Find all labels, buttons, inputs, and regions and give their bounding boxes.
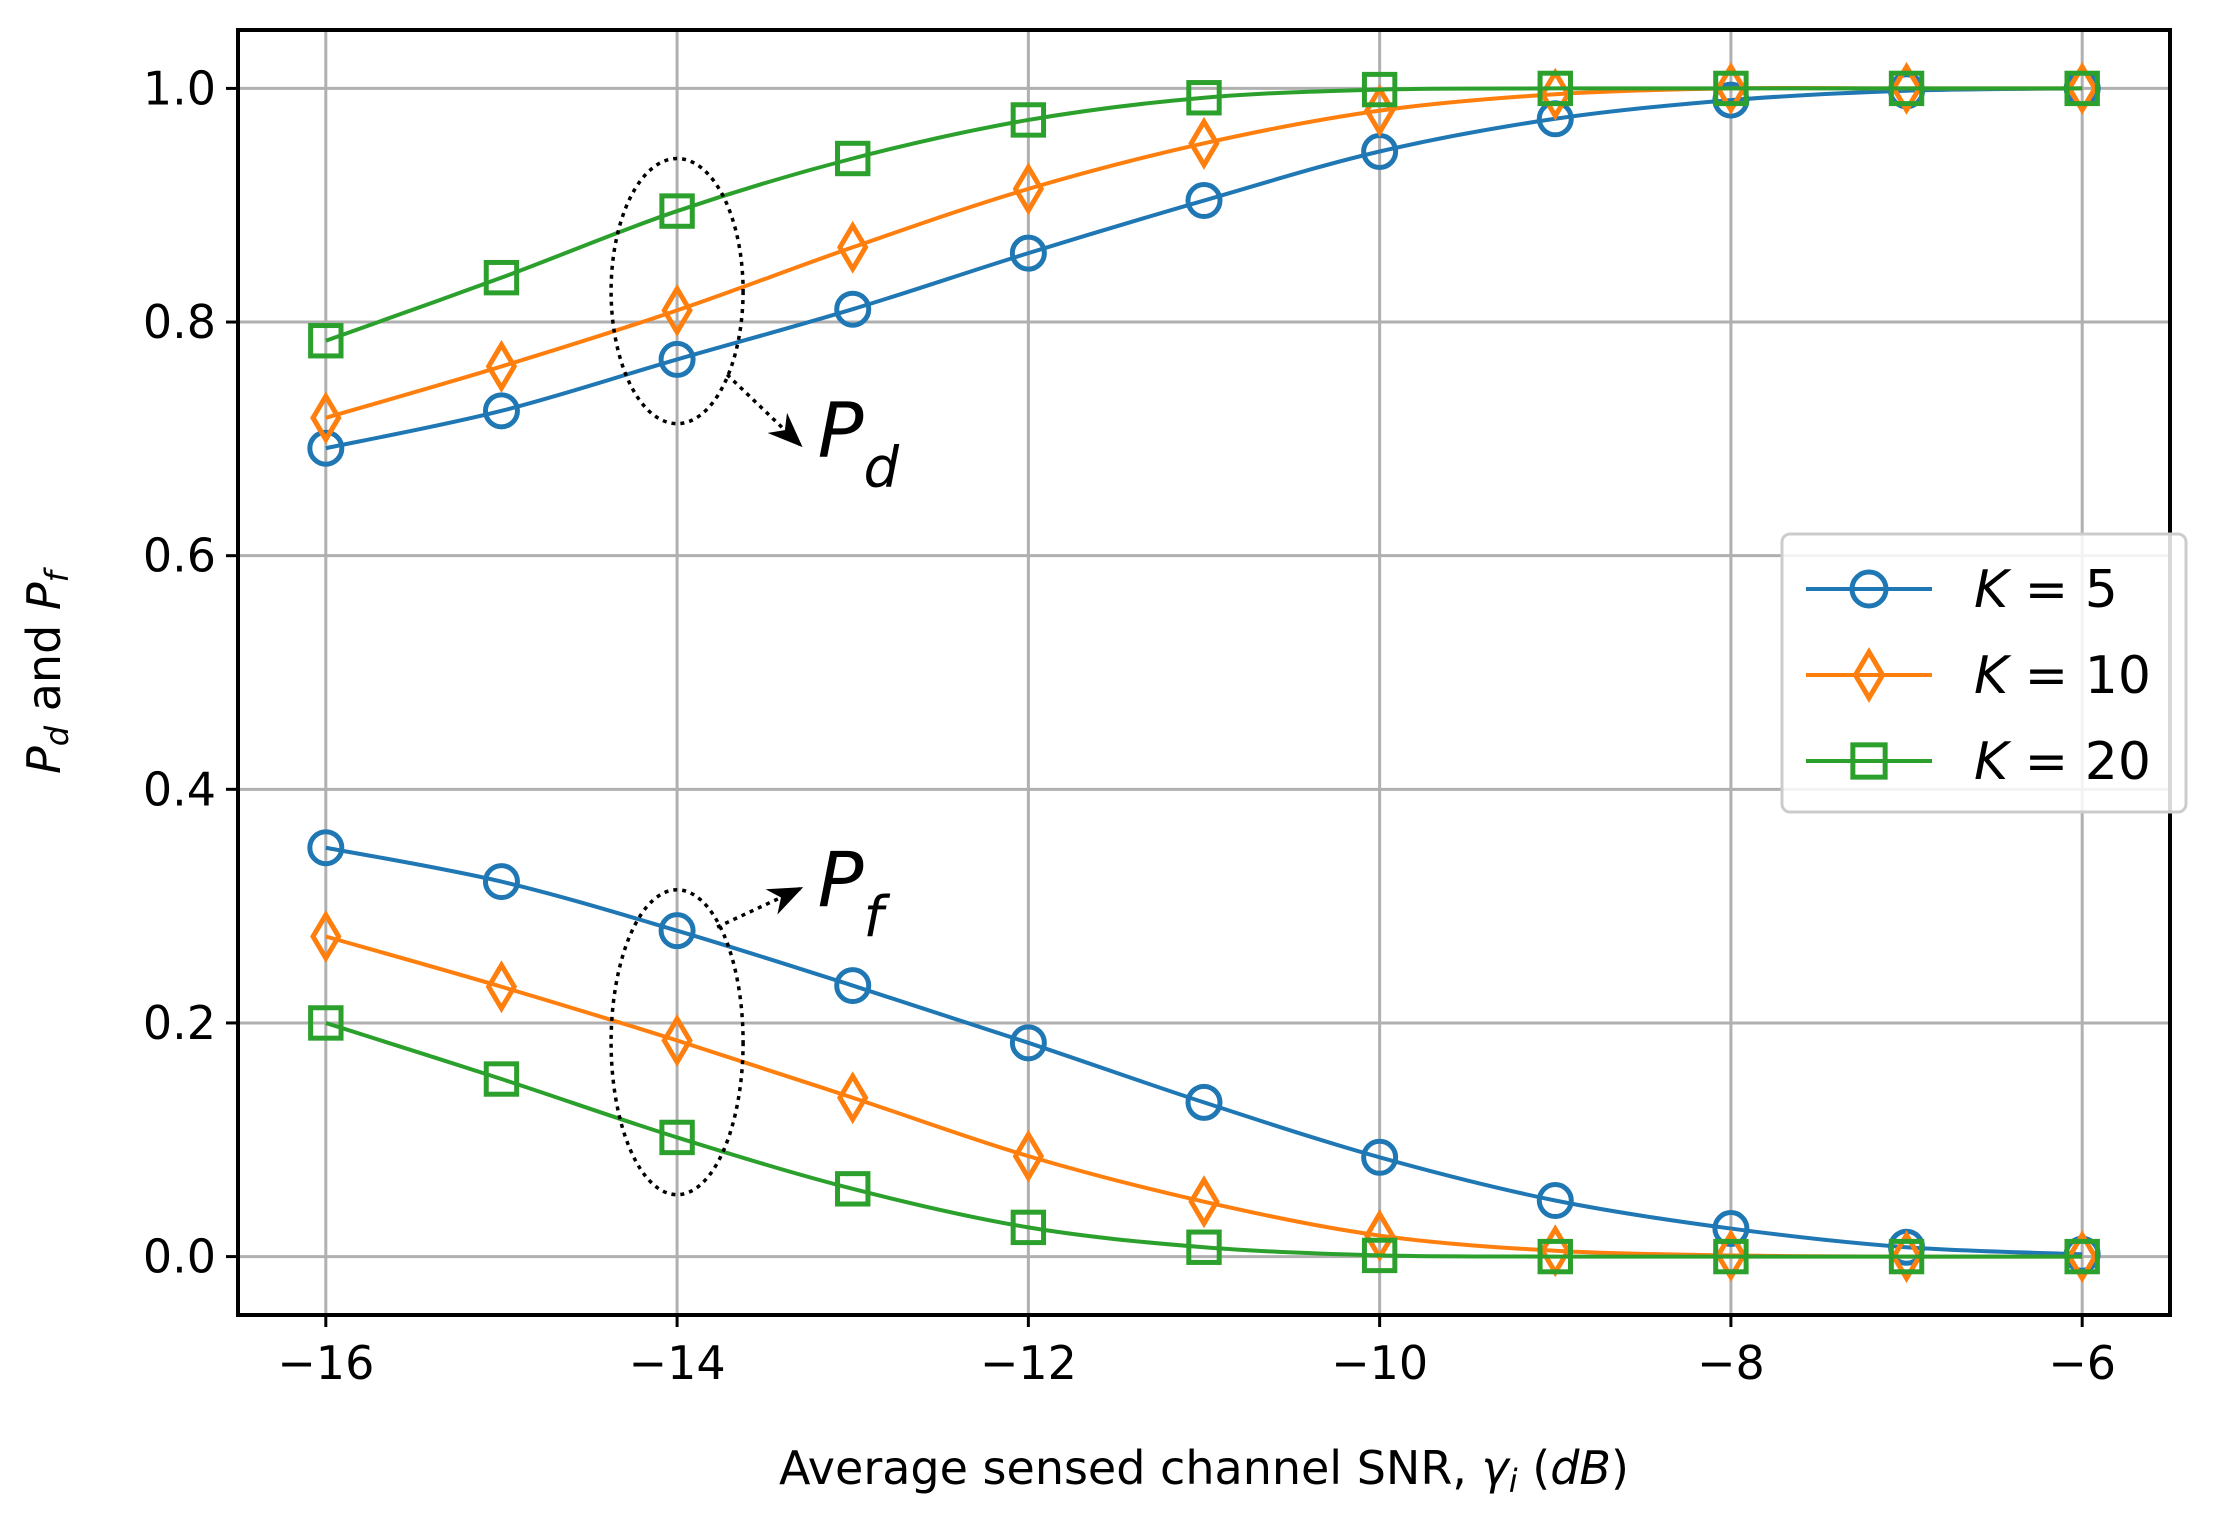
data-point-pf [482, 863, 520, 901]
legend-entry-label: K = 10 [1974, 646, 2151, 706]
data-point-pf [1712, 1210, 1750, 1248]
data-point-pf [1361, 1237, 1398, 1274]
legend-marker [1849, 569, 1889, 609]
data-point-pf [659, 1119, 695, 1156]
series-line-pf-1 [325, 934, 2083, 1259]
data-point-pf [1715, 1228, 1747, 1282]
series-line-pd-0 [325, 86, 2083, 451]
data-point-pd [1537, 70, 1573, 107]
y-tick-label: 1.0 [143, 61, 216, 115]
data-point-pd [308, 323, 344, 359]
data-point-pd [1715, 61, 1747, 115]
data-point-pf [1010, 1209, 1047, 1246]
data-point-pf [1536, 1182, 1574, 1220]
data-point-pf [1713, 1238, 1749, 1275]
data-point-pd [1009, 234, 1047, 272]
legend-entry-label: K = 20 [1974, 732, 2151, 792]
data-point-pf [1537, 1238, 1573, 1275]
data-point-pf [658, 912, 696, 950]
pf-annotation-label: Pf [818, 835, 891, 950]
series-line-pd-2 [325, 86, 2083, 343]
legend-entry-label: K = 5 [1974, 560, 2118, 620]
legend: K = 5 K = 10 K = 20 [1780, 532, 2188, 814]
data-point-pf [1012, 1129, 1045, 1183]
data-point-pf [2064, 1238, 2100, 1275]
data-point-pf [485, 960, 518, 1014]
x-tick-label: −6 [2048, 1336, 2116, 1390]
data-point-pd [1012, 162, 1045, 216]
data-point-pf [1890, 1230, 1923, 1284]
data-point-pf [1009, 1024, 1047, 1062]
y-tick-label: 0.2 [143, 996, 216, 1050]
data-point-pd [1713, 70, 1749, 107]
data-point-pd [2066, 61, 2098, 115]
y-tick-label: 0.4 [143, 762, 216, 816]
data-point-pd [658, 340, 696, 378]
series-group [307, 61, 2101, 1284]
data-point-pf [308, 1005, 344, 1041]
data-point-pf [835, 1171, 871, 1207]
data-point-pd [1361, 71, 1398, 108]
data-point-pd [482, 392, 520, 430]
pf-arrow [716, 887, 804, 929]
data-point-pd [1186, 80, 1222, 116]
data-point-pd [485, 339, 518, 393]
y-tick-label: 0.8 [143, 295, 216, 349]
data-point-pd [1890, 61, 1923, 115]
y-tick-label: 0.0 [143, 1230, 216, 1284]
data-point-pf [1888, 1238, 1925, 1275]
data-point-pd [834, 290, 872, 328]
data-point-pd [1010, 102, 1047, 138]
pd-annotation-label: Pd [818, 385, 900, 500]
annotation-group: Pd Pf [609, 156, 900, 1197]
data-point-pd [310, 391, 342, 445]
data-point-pd [483, 259, 520, 296]
x-tick-label: −10 [1331, 1336, 1428, 1390]
series-line-pf-0 [325, 845, 2083, 1257]
data-point-pf [310, 910, 342, 964]
data-point-pd [1188, 116, 1220, 170]
series-line-pf-2 [325, 1021, 2083, 1259]
axis-ticks: −16 −14 −12 −10 −8 −6 0.0 0.2 0.4 0.6 0.8 1.0 [143, 61, 2116, 1390]
y-axis-label: Pd and Pf [17, 566, 76, 774]
data-point-pf [837, 1071, 869, 1125]
data-point-pf [307, 829, 345, 867]
data-point-pf [1185, 1083, 1223, 1121]
data-point-pd [661, 283, 693, 337]
data-point-pd [659, 193, 695, 229]
series-line-pd-1 [325, 85, 2083, 420]
pd-ellipse [609, 156, 745, 426]
x-tick-label: −8 [1697, 1336, 1765, 1390]
pd-arrow [725, 373, 803, 448]
data-point-pf [661, 1013, 693, 1067]
x-axis-label: Average sensed channel SNR, γi (dB) [779, 1441, 1629, 1500]
data-point-pf [483, 1061, 520, 1097]
data-point-pf [1188, 1175, 1220, 1229]
x-tick-label: −12 [980, 1336, 1077, 1390]
data-point-pd [835, 140, 871, 177]
data-point-pd [837, 220, 869, 274]
pf-ellipse [609, 888, 745, 1197]
legend-marker [1852, 647, 1886, 703]
data-point-pd [1888, 70, 1925, 107]
x-tick-label: −14 [629, 1336, 726, 1390]
x-tick-label: −16 [277, 1336, 374, 1390]
data-point-pd [307, 429, 345, 467]
legend-marker [1850, 742, 1888, 780]
y-tick-label: 0.6 [143, 529, 216, 583]
data-point-pf [834, 967, 872, 1005]
data-point-pf [1186, 1229, 1222, 1265]
data-point-pd [2064, 70, 2100, 107]
data-point-pd [1185, 182, 1223, 220]
data-point-pf [1361, 1138, 1399, 1176]
data-point-pf [2066, 1230, 2098, 1284]
